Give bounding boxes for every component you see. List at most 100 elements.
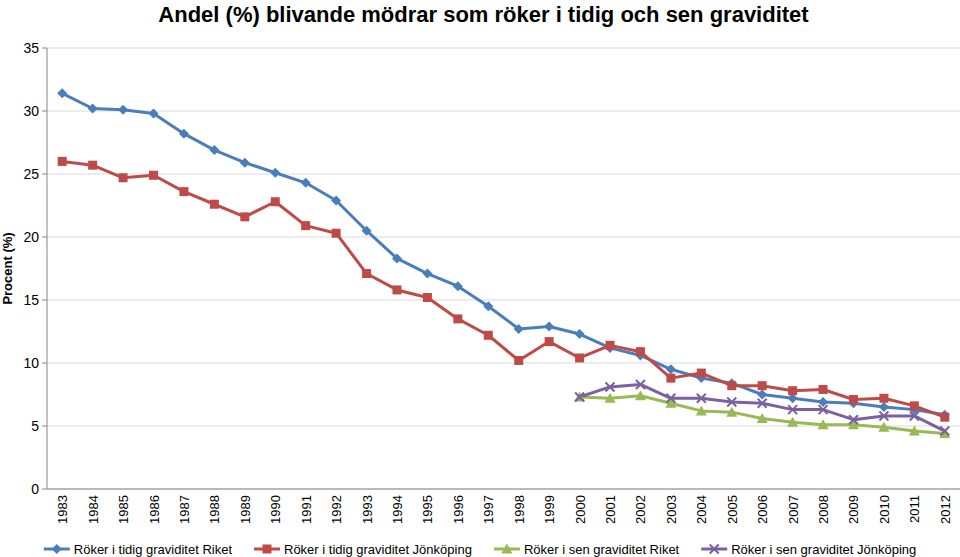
data-point <box>758 399 767 408</box>
x-axis <box>47 489 960 490</box>
y-tick <box>42 363 47 364</box>
data-point <box>423 293 432 302</box>
x-tick-label: 1992 <box>329 495 344 524</box>
y-tick-label: 15 <box>23 292 39 308</box>
legend-item: Röker i sen graviditet Riket <box>494 542 680 557</box>
title: Andel (%) blivande mödrar som röker i ti… <box>158 2 809 27</box>
data-point <box>392 253 402 263</box>
y-tick <box>42 48 47 49</box>
data-point <box>453 281 463 291</box>
data-point <box>362 269 371 278</box>
legend-item: Röker i tidig graviditet Riket <box>44 542 233 557</box>
data-point <box>787 417 798 427</box>
legend-marker <box>710 545 719 554</box>
y-tick-label: 0 <box>31 481 39 497</box>
data-point <box>210 200 219 209</box>
plot-area <box>57 88 950 438</box>
data-point <box>483 301 493 311</box>
data-point <box>819 385 828 394</box>
data-point <box>544 321 554 331</box>
data-point <box>179 129 189 139</box>
data-point <box>301 221 310 230</box>
data-point <box>605 393 616 403</box>
y-tick-label: 5 <box>31 418 39 434</box>
data-point <box>575 393 584 402</box>
x-tick-label: 2007 <box>786 495 801 524</box>
grid-line <box>47 48 960 49</box>
data-point <box>727 381 736 390</box>
data-point <box>57 88 67 98</box>
data-point <box>636 380 645 389</box>
series-line <box>62 161 945 417</box>
data-point <box>788 386 797 395</box>
x-tick-label: 2002 <box>633 495 648 524</box>
data-point <box>118 105 128 115</box>
data-point <box>484 331 493 340</box>
y-tick-label: 25 <box>23 166 39 182</box>
x-tick-label: 2008 <box>816 495 831 524</box>
x-tick-label: 2012 <box>938 495 953 524</box>
y-tick <box>42 489 47 490</box>
data-point <box>940 427 949 436</box>
grid-line <box>47 489 960 490</box>
grid-line <box>47 363 960 364</box>
data-point <box>879 411 888 420</box>
data-point <box>362 226 372 236</box>
x-tick-label: 1987 <box>177 495 192 524</box>
y-tick-label: 20 <box>23 229 39 245</box>
x-tick-label: 1998 <box>512 495 527 524</box>
data-point <box>574 392 585 402</box>
data-point <box>939 428 950 438</box>
y-tick <box>42 426 47 427</box>
x-tick-label: 1983 <box>55 495 70 524</box>
y-tick-label: 10 <box>23 355 39 371</box>
x-tick-label: 1997 <box>481 495 496 524</box>
legend-marker <box>501 544 512 554</box>
data-point <box>697 369 706 378</box>
y-tick <box>42 174 47 175</box>
data-point <box>545 337 554 346</box>
x-tick-label: 2011 <box>907 495 922 523</box>
data-point <box>575 353 584 362</box>
series-line <box>62 93 945 414</box>
x-tick-label: 1991 <box>299 495 314 524</box>
data-point <box>453 314 462 323</box>
data-point <box>666 394 675 403</box>
x-tick-label: 2001 <box>603 495 618 524</box>
x-tick-label: 1993 <box>360 495 375 524</box>
legend-marker <box>52 544 62 554</box>
x-tick-label: 1999 <box>542 495 557 524</box>
data-point <box>910 411 919 420</box>
data-point <box>636 347 645 356</box>
data-point <box>301 178 311 188</box>
x-tick-label: 2000 <box>573 495 588 524</box>
data-point <box>849 395 858 404</box>
legend-item: Röker i sen graviditet Jönköping <box>701 542 916 557</box>
x-tick-label: 2006 <box>755 495 770 524</box>
data-point <box>149 171 158 180</box>
x-tick-label: 1989 <box>238 495 253 524</box>
data-point <box>270 168 280 178</box>
y-tick-label: 35 <box>23 40 39 56</box>
grid-line <box>47 300 960 301</box>
data-point <box>88 161 97 170</box>
grid-line <box>47 237 960 238</box>
data-point <box>910 401 919 410</box>
x-tick-label: 1994 <box>390 495 405 524</box>
data-point <box>788 405 797 414</box>
data-point <box>422 269 432 279</box>
data-point <box>209 145 219 155</box>
y-tick <box>42 237 47 238</box>
data-point <box>879 394 888 403</box>
data-point <box>758 381 767 390</box>
y-tick-label: 30 <box>23 103 39 119</box>
x-tick-label: 2009 <box>846 495 861 524</box>
data-point <box>58 157 67 166</box>
data-point <box>514 356 523 365</box>
legend-item: Röker i tidig graviditet Jönköping <box>254 542 472 557</box>
data-point <box>514 324 524 334</box>
data-point <box>606 382 615 391</box>
data-point <box>879 402 889 412</box>
series-line <box>580 384 945 431</box>
legend: Röker i tidig graviditet Riket Röker i ti… <box>44 542 916 557</box>
